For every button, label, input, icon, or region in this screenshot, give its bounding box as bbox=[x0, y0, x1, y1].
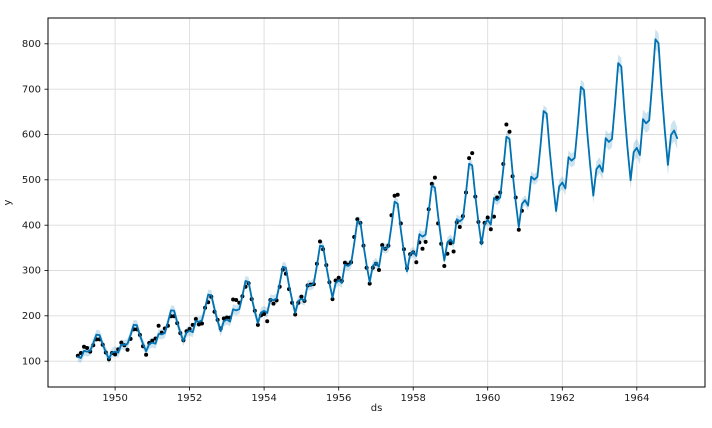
x-tick-label: 1956 bbox=[326, 393, 351, 404]
plot-border bbox=[47, 17, 706, 388]
y-tick-label: 100 bbox=[22, 356, 41, 367]
x-tick-labels: 1950 1952 1954 1956 1958 1960 1962 1964 bbox=[102, 393, 649, 404]
y-tick-label: 200 bbox=[22, 311, 41, 322]
x-tick-label: 1958 bbox=[400, 393, 425, 404]
x-axis-label: ds bbox=[370, 403, 383, 414]
y-axis-label: y bbox=[2, 199, 14, 206]
x-tick-label: 1964 bbox=[624, 393, 649, 404]
y-tick-label: 700 bbox=[22, 84, 41, 95]
forecast-line bbox=[76, 38, 679, 360]
x-tick-label: 1950 bbox=[102, 393, 127, 404]
y-tick-label: 800 bbox=[22, 39, 41, 50]
y-tick-label: 400 bbox=[22, 220, 41, 231]
y-tick-label: 600 bbox=[22, 130, 41, 141]
x-tick-label: 1954 bbox=[251, 393, 276, 404]
x-tick-label: 1952 bbox=[177, 393, 202, 404]
x-tick-label: 1960 bbox=[475, 393, 500, 404]
y-tick-labels: 100 200 300 400 500 600 700 800 bbox=[22, 39, 41, 367]
y-tick-label: 300 bbox=[22, 266, 41, 277]
axis-ticks bbox=[44, 43, 638, 391]
y-tick-label: 500 bbox=[22, 175, 41, 186]
plot-background bbox=[48, 18, 705, 387]
x-tick-label: 1962 bbox=[550, 393, 575, 404]
